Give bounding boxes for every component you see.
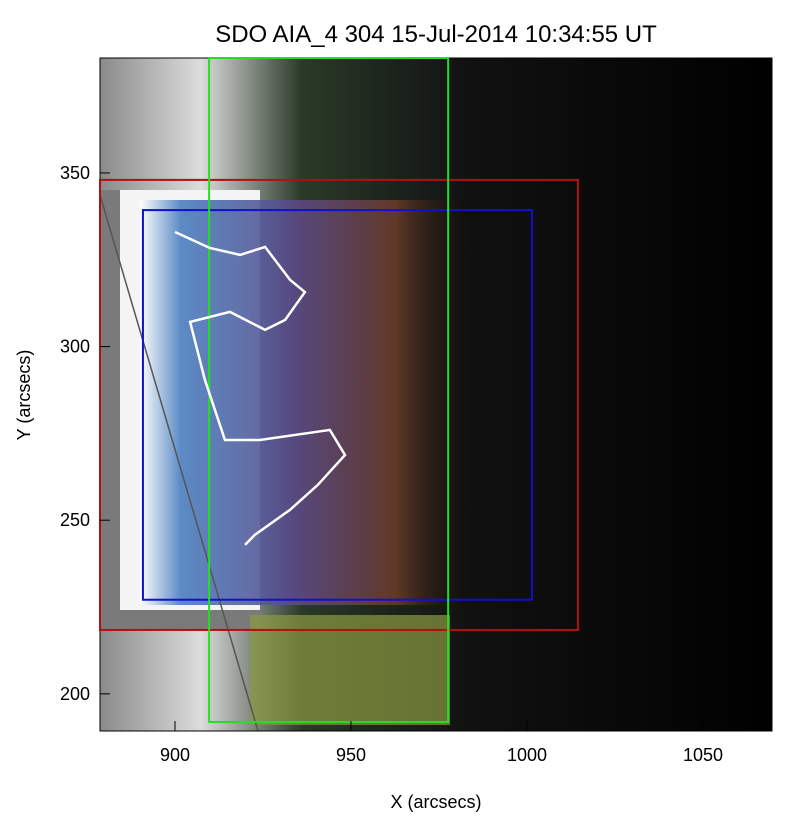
limb (100, 194, 259, 731)
box (99, 178, 580, 631)
y-tick-label: 350 (60, 163, 90, 183)
y-tick-label: 200 (60, 684, 90, 704)
contour (174, 230, 347, 546)
x-tick-label: 900 (160, 745, 190, 765)
x-tick-label: 1050 (683, 745, 723, 765)
y-tick-label: 300 (60, 337, 90, 357)
x-tick-label: 950 (336, 745, 366, 765)
chart-title: SDO AIA_4 304 15-Jul-2014 10:34:55 UT (215, 21, 657, 48)
y-tick-label: 250 (60, 510, 90, 530)
plume (140, 200, 480, 605)
x-tick-label: 1000 (507, 745, 547, 765)
x-axis-label: X (arcsecs) (390, 792, 481, 812)
box (141, 209, 533, 601)
image (100, 58, 772, 731)
y-axis-label: Y (arcsecs) (14, 350, 34, 441)
green-patch (250, 615, 450, 725)
